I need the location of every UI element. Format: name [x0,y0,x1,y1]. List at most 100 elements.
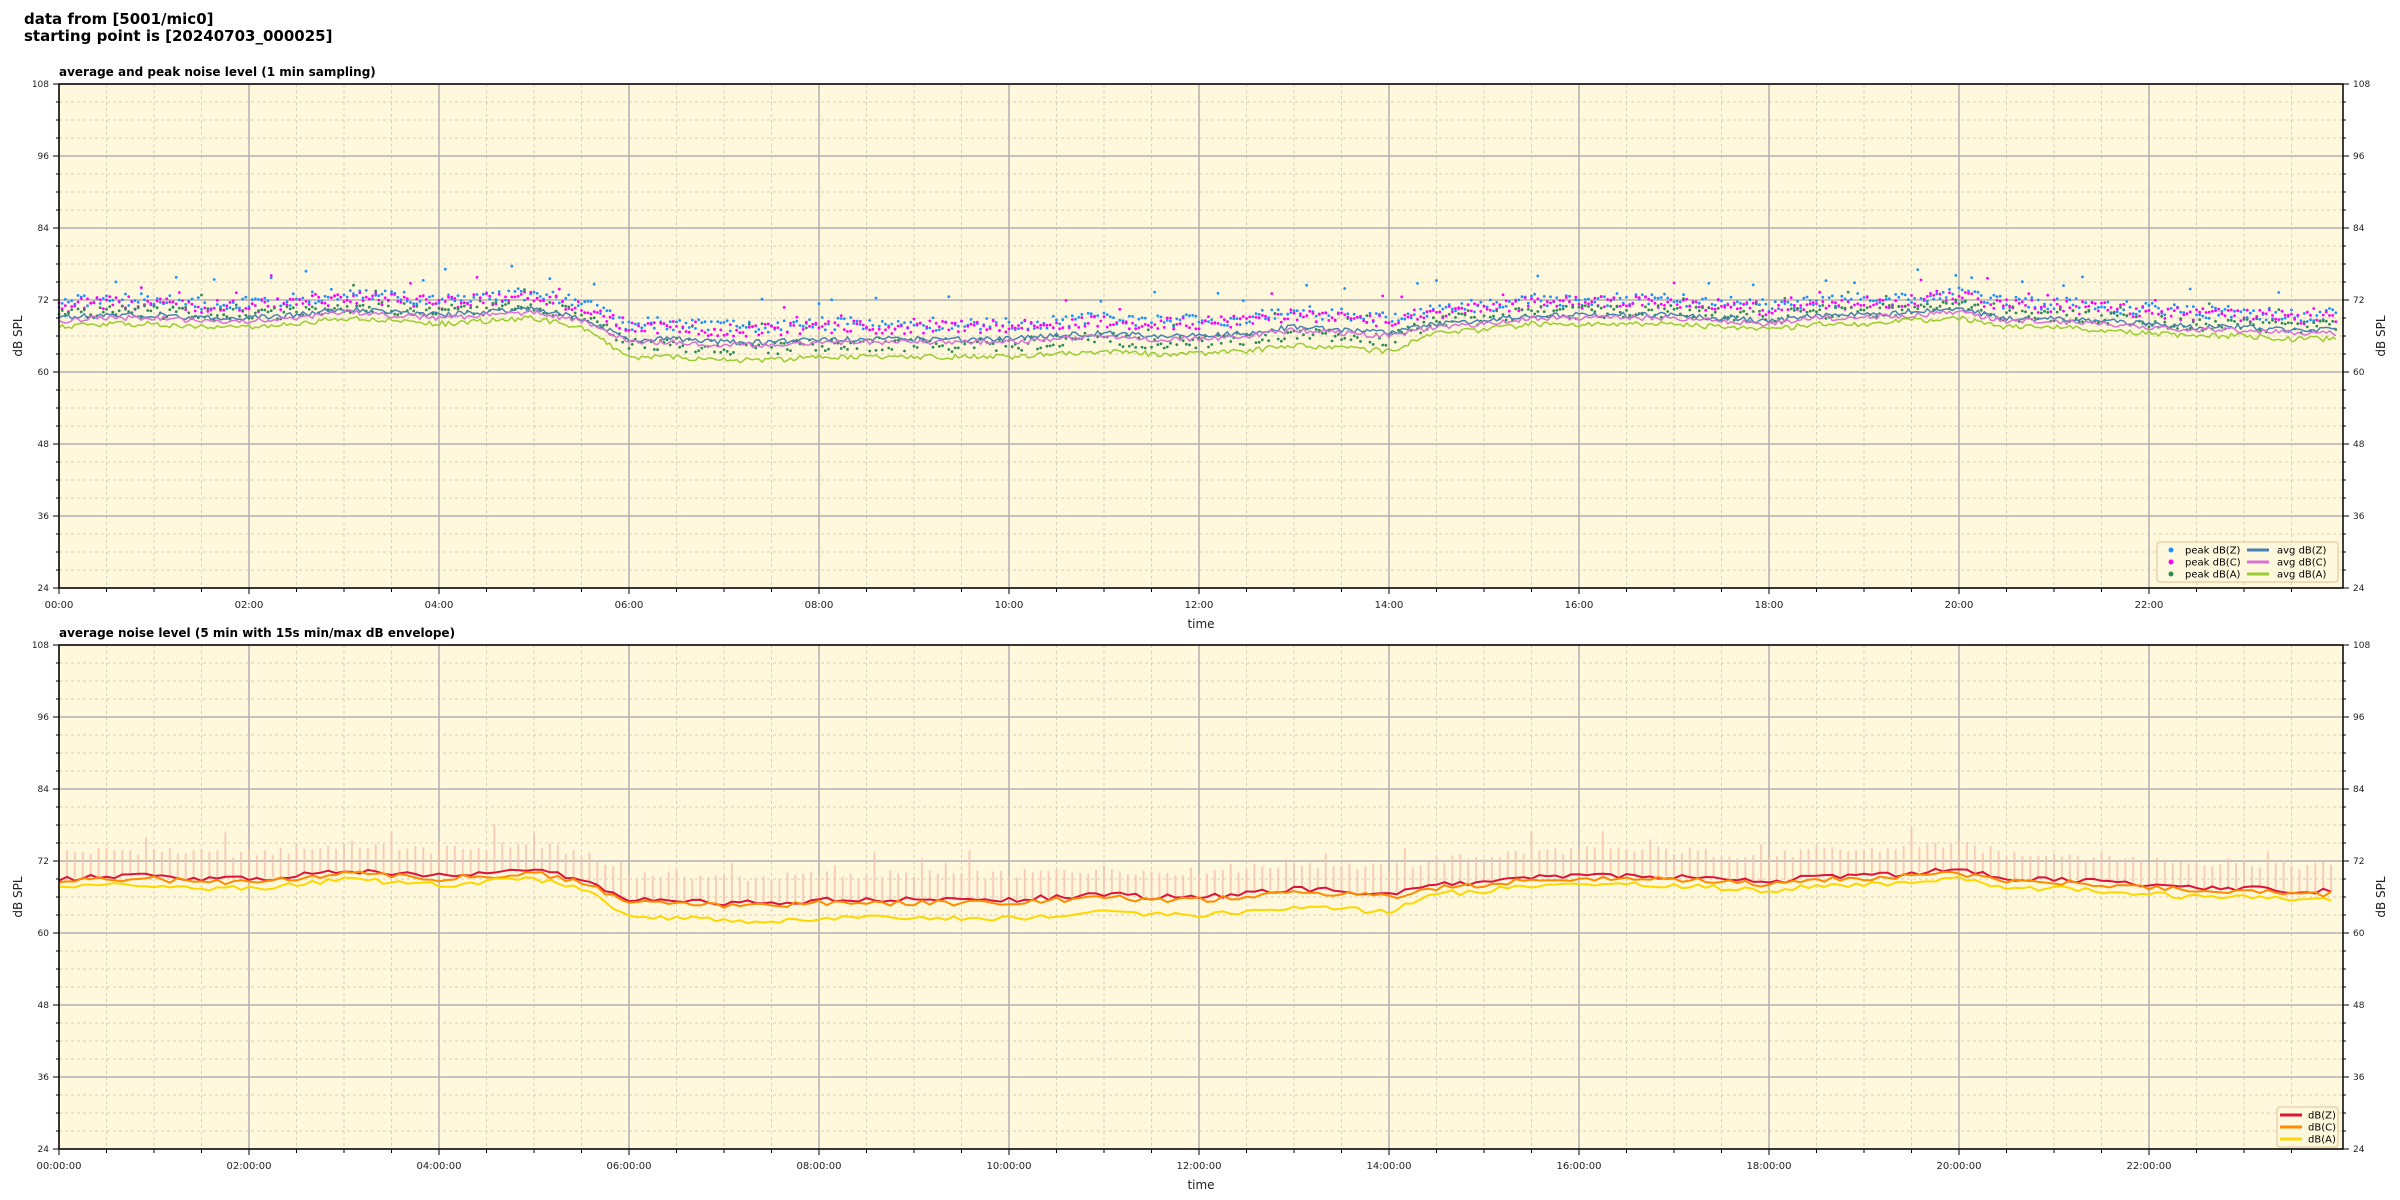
peak-point [1422,320,1426,324]
peak-point [732,351,735,354]
peak-point [1751,310,1755,313]
peak-point [1406,312,1410,316]
peak-point [117,300,121,303]
peak-point [2283,313,2287,317]
peak-point [1621,303,1625,307]
peak-point [1821,295,1825,299]
peak-point [871,327,875,331]
peak-point [1276,312,1280,316]
peak-point [1799,304,1803,307]
peak-point [1004,344,1008,348]
peak-point [861,323,865,327]
peak-point [1051,343,1055,347]
peak-point [1735,307,1739,311]
peak-point [1074,317,1077,321]
peak-point [288,304,292,307]
peak-point [526,306,530,310]
peak-point [1748,298,1752,302]
peak-point [2309,313,2312,317]
peak-point [801,324,805,328]
peak-point [263,308,267,312]
peak-point [931,329,935,333]
peak-point [2134,315,2138,319]
peak-point [1615,292,1619,295]
peak-point [76,294,80,297]
peak-point [2046,293,2050,297]
peak-point [79,297,83,300]
peak-point [795,315,799,319]
peak-point [1077,315,1081,319]
peak-point [386,304,390,308]
peak-point [238,314,241,318]
peak-point [766,351,770,355]
peak-point [2036,298,2040,302]
peak-point [108,305,112,308]
peak-point [1140,316,1144,320]
peak-point [583,300,587,304]
peak-point [2204,311,2208,314]
peak-point [1273,317,1277,320]
peak-point [827,347,830,351]
peak-point [1951,292,1955,296]
peak-point [1283,337,1286,341]
peak-point [1260,308,1264,312]
peak-point [1441,307,1445,311]
peak-point [1982,301,1986,304]
peak-point [858,320,862,323]
peak-point [1254,315,1258,319]
peak-point [519,289,523,293]
x-tick-label: 08:00 [805,600,834,611]
peak-point [2274,310,2278,314]
peak-point [2299,321,2303,325]
peak-point [1083,322,1087,325]
peak-point [1555,296,1559,300]
peak-point [630,343,634,346]
peak-point [1713,310,1717,314]
peak-point [1672,300,1676,304]
peak-point [105,298,108,302]
peak-point [1289,311,1293,314]
peak-point [1412,308,1416,312]
peak-point [177,306,181,310]
peak-point [1286,312,1290,316]
chart-1: 00:00 02:00 04:00 06:00 08:00 10:00 12:00 14:00… [11,65,2388,631]
peak-point [519,293,523,296]
peak-point [459,305,463,309]
peak-point [1710,307,1714,310]
peak-point [1153,290,1157,294]
peak-point [2153,304,2157,308]
peak-point [298,298,302,301]
peak-point [678,345,682,349]
peak-point [1913,302,1917,306]
peak-point [1137,317,1141,321]
peak-point [1134,346,1138,349]
peak-point [725,332,729,336]
peak-point [371,297,374,301]
peak-point [2096,306,2100,309]
peak-point [1469,309,1473,313]
peak-point [1938,297,1942,300]
peak-point [1780,308,1784,312]
peak-point [896,324,900,328]
peak-point [2195,313,2198,317]
chart-title: average noise level (5 min with 15s min/… [59,626,455,640]
peak-point [1121,345,1125,348]
peak-point [488,297,492,301]
peak-point [1045,326,1049,330]
peak-point [500,299,504,303]
peak-point [1143,346,1147,350]
peak-point [950,321,954,325]
peak-point [260,298,264,301]
peak-point [472,293,476,296]
peak-point [1558,299,1562,302]
peak-point [1393,312,1397,316]
y-tick-label: 48 [38,1001,50,1011]
peak-point [1336,333,1340,336]
peak-point [348,289,352,292]
peak-point [2138,309,2141,313]
peak-point [390,290,393,293]
peak-point [475,293,479,296]
peak-point [1859,298,1863,301]
peak-point [2157,306,2160,310]
peak-point [133,299,137,302]
